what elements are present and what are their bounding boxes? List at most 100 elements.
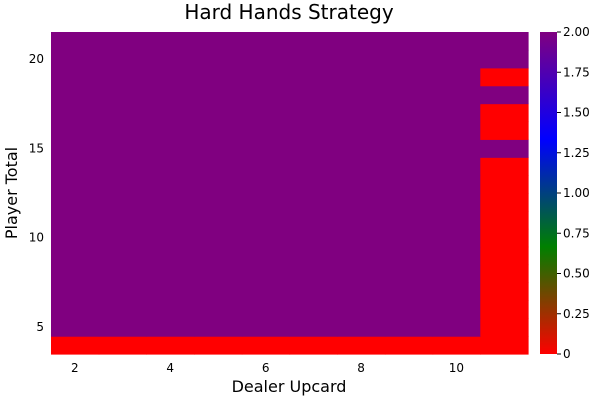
heatmap-cell <box>241 246 291 266</box>
heatmap-cell <box>289 264 338 284</box>
heatmap-cell <box>194 121 243 140</box>
heatmap-cell <box>98 103 147 123</box>
colorbar-tick-label: 1.25 <box>563 146 590 160</box>
heatmap-cell <box>146 193 195 212</box>
heatmap-cell <box>194 67 243 87</box>
heatmap-cell <box>289 336 338 355</box>
heatmap-cell <box>384 175 434 194</box>
heatmap-cell <box>51 67 100 87</box>
heatmap-cell <box>51 49 100 69</box>
heatmap-cell <box>337 67 386 87</box>
heatmap-cell <box>51 336 100 355</box>
heatmap-cell <box>194 49 243 69</box>
heatmap-cell <box>384 67 434 87</box>
heatmap-cell <box>241 193 291 212</box>
heatmap-cell <box>146 32 195 51</box>
heatmap-cell <box>51 318 100 337</box>
heatmap-cell <box>432 121 481 140</box>
heatmap-cell <box>480 85 529 105</box>
heatmap-cell <box>51 121 100 140</box>
heatmap-cell <box>51 32 100 51</box>
heatmap-cell <box>480 67 529 87</box>
heatmap-cell <box>432 246 481 266</box>
heatmap-cell <box>51 282 100 301</box>
heatmap-cell <box>480 318 529 337</box>
heatmap-cell <box>98 246 147 266</box>
colorbar-ticks: 0 0.25 0.50 0.75 1.00 1.25 1.50 1.75 2.00 <box>557 25 590 361</box>
heatmap-cell <box>98 264 147 284</box>
heatmap-cell <box>51 300 100 319</box>
heatmap-cell <box>146 157 195 176</box>
heatmap-cell <box>480 157 529 176</box>
heatmap-cell <box>289 157 338 176</box>
colorbar-tick-label: 2.00 <box>563 25 590 39</box>
heatmap-cell <box>337 103 386 123</box>
heatmap-cell <box>337 139 386 158</box>
heatmap-cell <box>480 264 529 284</box>
heatmap-cell <box>337 49 386 69</box>
heatmap-cell <box>51 103 100 123</box>
heatmap-cell <box>384 210 434 230</box>
heatmap-cell <box>98 300 147 319</box>
heatmap-cell <box>337 175 386 194</box>
heatmap-cell <box>51 157 100 176</box>
heatmap-cell <box>337 121 386 140</box>
heatmap-cell <box>51 175 100 194</box>
heatmap-cell <box>480 300 529 319</box>
heatmap-cell <box>384 139 434 158</box>
heatmap-cell <box>432 193 481 212</box>
heatmap-cell <box>146 139 195 158</box>
heatmap-cell <box>98 49 147 69</box>
chart-title: Hard Hands Strategy <box>184 0 394 24</box>
heatmap-cell <box>241 336 291 355</box>
heatmap-cell <box>480 336 529 355</box>
heatmap-cell <box>432 49 481 69</box>
heatmap-cell <box>98 32 147 51</box>
heatmap-cell <box>432 228 481 248</box>
heatmap-cell <box>146 228 195 248</box>
heatmap-cell <box>194 157 243 176</box>
heatmap-cell <box>480 121 529 140</box>
heatmap-cell <box>146 282 195 301</box>
heatmap-cell <box>98 282 147 301</box>
y-tick-label: 15 <box>29 141 44 155</box>
heatmap-cell <box>194 32 243 51</box>
heatmap-cell <box>289 193 338 212</box>
heatmap-cell <box>194 228 243 248</box>
heatmap-cell <box>194 103 243 123</box>
heatmap-cell <box>51 210 100 230</box>
heatmap-cell <box>194 282 243 301</box>
heatmap-cell <box>98 139 147 158</box>
heatmap-cell <box>146 49 195 69</box>
heatmap-cell <box>51 193 100 212</box>
heatmap-cell <box>480 246 529 266</box>
heatmap-cell <box>384 282 434 301</box>
y-axis-ticks: 5 10 15 20 <box>29 52 44 334</box>
heatmap-cell <box>146 210 195 230</box>
heatmap-cell <box>289 300 338 319</box>
heatmap-cell <box>384 85 434 105</box>
heatmap-cell <box>432 210 481 230</box>
heatmap-cell <box>146 103 195 123</box>
heatmap-cell <box>289 228 338 248</box>
heatmap-cell <box>480 210 529 230</box>
heatmap-cell <box>194 85 243 105</box>
heatmap-cell <box>432 318 481 337</box>
heatmap-cell <box>289 121 338 140</box>
heatmap-cell <box>98 67 147 87</box>
heatmap-cell <box>194 175 243 194</box>
heatmap-cell <box>51 228 100 248</box>
heatmap-cell <box>194 193 243 212</box>
heatmap-cell <box>241 282 291 301</box>
heatmap-cell <box>480 175 529 194</box>
heatmap-cell <box>480 139 529 158</box>
heatmap-cell <box>384 32 434 51</box>
heatmap-cell <box>194 246 243 266</box>
heatmap-cell <box>146 300 195 319</box>
heatmap-cell <box>194 264 243 284</box>
heatmap-cell <box>337 32 386 51</box>
heatmap-cell <box>241 210 291 230</box>
heatmap-cell <box>241 300 291 319</box>
heatmap-cell <box>51 246 100 266</box>
